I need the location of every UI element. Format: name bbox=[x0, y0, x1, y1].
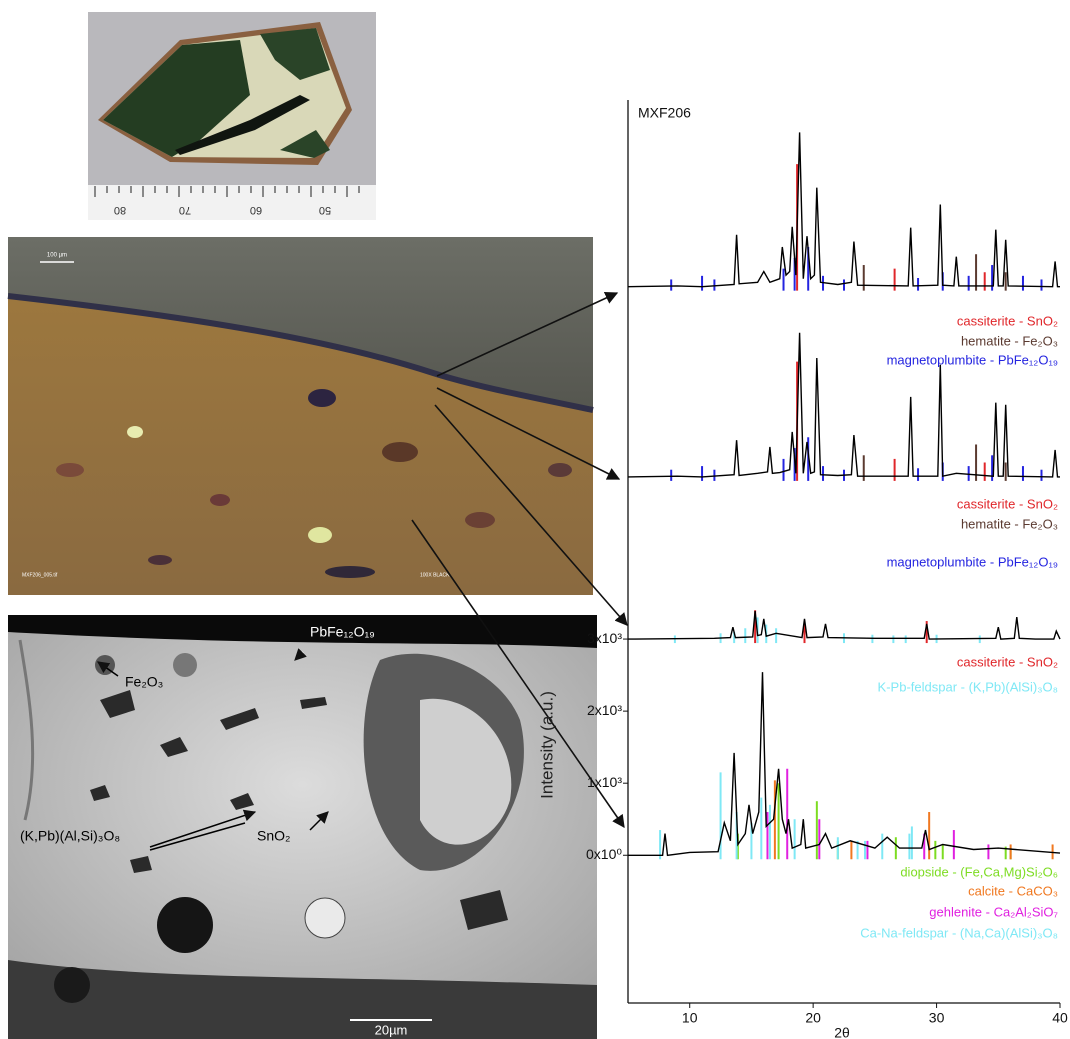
ruler-label: 80 bbox=[114, 204, 126, 216]
y-tick-label: 0x10⁰ bbox=[586, 846, 622, 862]
sem-label: SnO₂ bbox=[257, 828, 290, 844]
y-axis-label: Intensity (a.u.) bbox=[537, 691, 556, 799]
phase-label: magnetoplumbite - PbFe₁₂O₁₉ bbox=[887, 352, 1058, 367]
y-tick-label: 3x10³ bbox=[587, 630, 622, 646]
ruler-label: 50 bbox=[319, 204, 331, 216]
sem-label: Fe₂O₃ bbox=[125, 674, 163, 690]
phase-label: magnetoplumbite - PbFe₁₂O₁₉ bbox=[887, 554, 1058, 569]
phase-label: calcite - CaCO₃ bbox=[968, 883, 1058, 898]
x-tick-label: 20 bbox=[805, 1010, 821, 1026]
chart-title: MXF206 bbox=[638, 105, 691, 121]
y-tick-label: 2x10³ bbox=[587, 702, 622, 718]
phase-label: cassiterite - SnO₂ bbox=[957, 496, 1058, 511]
y-tick-label: 1x10³ bbox=[587, 774, 622, 790]
x-tick-label: 30 bbox=[929, 1010, 945, 1026]
x-axis-label: 2θ bbox=[834, 1025, 850, 1039]
magnification-label: 100X BLACK bbox=[420, 572, 450, 578]
xrd-chart: MXF206 2θ Intensity (a.u.) 10 20 30 40 0x10⁰… bbox=[537, 100, 1068, 1039]
sem-image: PbFe₁₂O₁₉ Fe₂O₃ (K,Pb)(Al,Si)₃O₈ SnO₂ 20… bbox=[8, 615, 597, 1039]
phase-label: Ca-Na-feldspar - (Na,Ca)(AlSi)₃O₈ bbox=[860, 925, 1058, 940]
phase-label: gehlenite - Ca₂Al₂SiO₇ bbox=[929, 904, 1058, 919]
sem-scale-label: 20µm bbox=[375, 1022, 408, 1037]
sherd-photo: 80 70 60 50 bbox=[88, 12, 376, 220]
micrograph: 100 µm MXF206_005.tif 100X BLACK bbox=[8, 237, 593, 595]
sem-label: (K,Pb)(Al,Si)₃O₈ bbox=[20, 828, 120, 844]
ruler-label: 60 bbox=[250, 204, 262, 216]
file-label: MXF206_005.tif bbox=[22, 572, 58, 578]
phase-label: cassiterite - SnO₂ bbox=[957, 654, 1058, 669]
x-tick-label: 10 bbox=[682, 1010, 698, 1026]
figure: 80 70 60 50 100 µm MXF206_005.tif 100X B… bbox=[0, 0, 1070, 1039]
sem-label: PbFe₁₂O₁₉ bbox=[310, 624, 375, 640]
x-tick-label: 40 bbox=[1052, 1010, 1068, 1026]
ruler-label: 70 bbox=[179, 204, 191, 216]
pattern-line bbox=[628, 132, 1060, 286]
phase-label: diopside - (Fe,Ca,Mg)Si₂O₆ bbox=[900, 864, 1058, 879]
pattern-line bbox=[628, 672, 1060, 855]
scale-bar-label: 100 µm bbox=[47, 253, 67, 259]
phase-label: cassiterite - SnO₂ bbox=[957, 313, 1058, 328]
phase-label: K-Pb-feldspar - (K,Pb)(AlSi)₃O₈ bbox=[878, 679, 1058, 694]
phase-label: hematite - Fe₂O₃ bbox=[961, 333, 1058, 348]
phase-label: hematite - Fe₂O₃ bbox=[961, 516, 1058, 531]
